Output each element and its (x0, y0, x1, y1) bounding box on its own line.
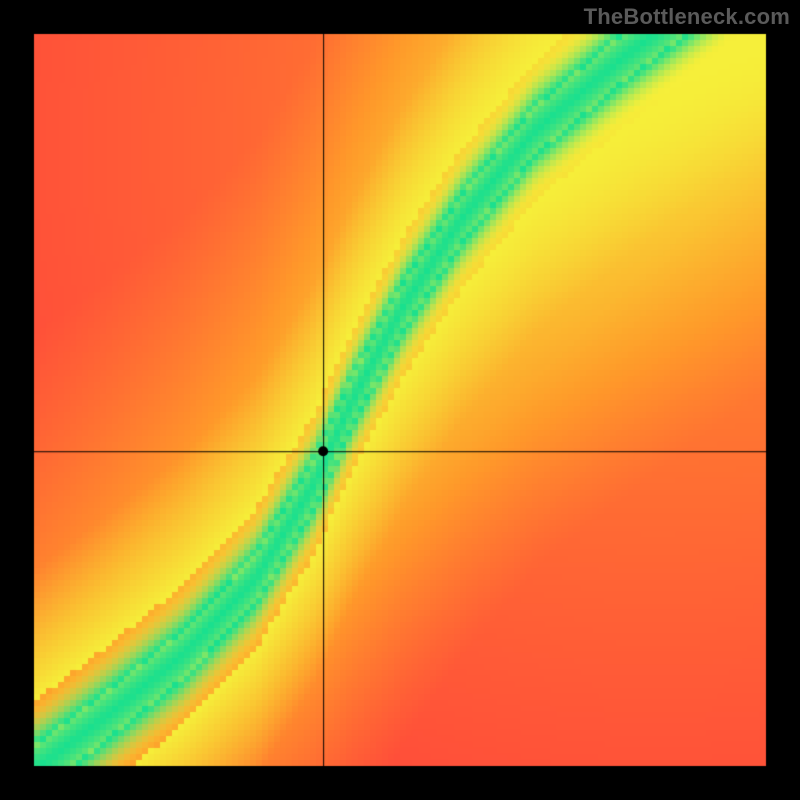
watermark-text: TheBottleneck.com (584, 4, 790, 30)
chart-container: TheBottleneck.com (0, 0, 800, 800)
bottleneck-heatmap-canvas (0, 0, 800, 800)
